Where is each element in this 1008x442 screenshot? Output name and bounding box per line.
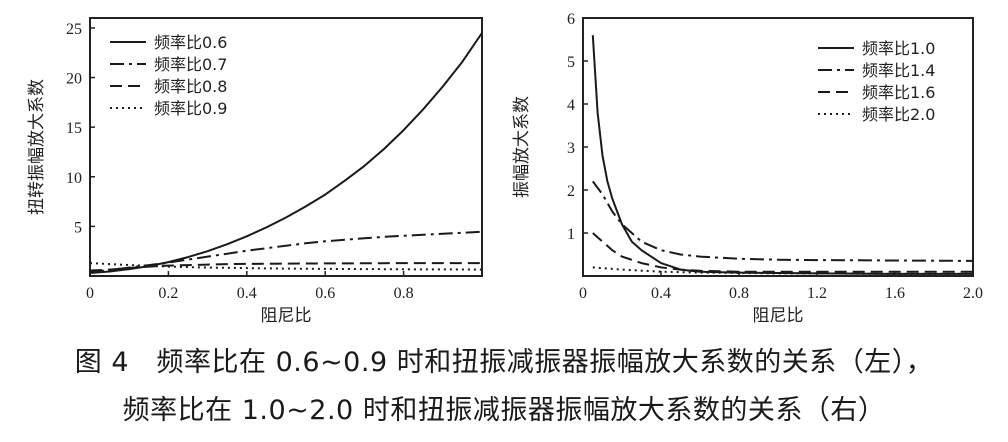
legend-label-4: 频率比0.9 [154, 99, 227, 118]
legend-label-4: 频率比2.0 [862, 105, 935, 124]
x-tick-label: 2.0 [963, 285, 983, 302]
caption-line-2: 频率比在 1.0~2.0 时和扭振减振器振幅放大系数的关系（右） [122, 395, 886, 426]
y-tick-label: 5 [74, 219, 82, 236]
legend-label-1: 频率比0.6 [154, 33, 227, 52]
caption-line-1: 图 4 频率比在 0.6~0.9 时和扭振减振器振幅放大系数的关系（左）， [74, 347, 934, 378]
legend-label-2: 频率比1.4 [862, 61, 935, 80]
x-tick-label: 0.4 [651, 285, 671, 302]
chart-right: 0 0.4 0.8 1.2 1.6 2.0 1 2 3 4 5 6 阻尼比 振幅放大系数 频率比1.0 频率比… [512, 11, 983, 326]
y-axis-label: 振幅放大系数 [512, 96, 532, 198]
x-tick-label: 0.2 [158, 285, 178, 302]
x-tick-label: 0.6 [315, 285, 335, 302]
x-tick-label: 0 [579, 285, 587, 302]
y-tick-label: 5 [567, 54, 575, 71]
series-line-3 [592, 232, 973, 273]
legend-label-1: 频率比1.0 [862, 39, 935, 58]
x-tick-label: 0.4 [237, 285, 257, 302]
series-line-3 [90, 262, 482, 272]
x-tick-label: 1.6 [885, 285, 905, 302]
y-tick-label: 10 [66, 170, 82, 187]
y-tick-label: 1 [567, 226, 575, 243]
x-tick-label: 0.8 [729, 285, 749, 302]
legend-label-3: 频率比0.8 [154, 77, 227, 96]
y-tick-label: 15 [66, 120, 82, 137]
y-axis-label: 扭转振幅放大系数 [27, 79, 47, 215]
legend-label-3: 频率比1.6 [862, 83, 935, 102]
y-tick-label: 6 [567, 11, 575, 28]
x-axis-label: 阻尼比 [261, 306, 312, 326]
y-tick-label: 20 [66, 71, 82, 88]
series-line-1 [90, 32, 482, 274]
y-tick-label: 4 [567, 97, 575, 114]
plot-frame [89, 17, 483, 277]
series-line-2 [592, 180, 973, 262]
legend-label-2: 频率比0.7 [154, 55, 227, 74]
x-tick-label: 1.2 [807, 285, 827, 302]
x-tick-label: 0.8 [394, 285, 414, 302]
x-tick-label: 0 [86, 285, 94, 302]
series-line-4 [592, 266, 973, 275]
chart-left: 0 0.2 0.4 0.6 0.8 5 10 15 20 25 阻尼比 扭转振幅放大系数 频率比0.6 频… [27, 17, 483, 326]
y-tick-label: 3 [567, 140, 575, 157]
x-axis-label: 阻尼比 [753, 306, 804, 326]
y-tick-label: 2 [567, 183, 575, 200]
y-tick-label: 25 [66, 21, 82, 38]
series-line-2 [90, 230, 482, 273]
